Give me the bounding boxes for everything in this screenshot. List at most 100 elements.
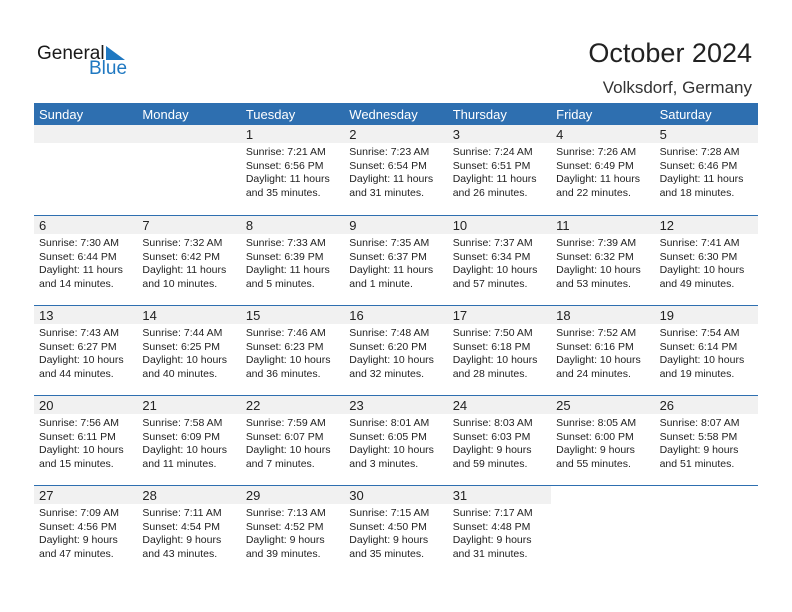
sunset-text: Sunset: 4:56 PM <box>39 520 117 533</box>
daylight1-text: Daylight: 10 hours <box>659 354 745 366</box>
day-cell: 4 Sunrise: 7:26 AM Sunset: 6:49 PM Daylight… <box>551 125 655 215</box>
day-cell: 18 Sunrise: 7:52 AM Sunset: 6:16 PM Dayligh… <box>551 306 655 395</box>
sunset-text: Sunset: 5:58 PM <box>659 430 738 443</box>
sunrise-text: Sunrise: 7:21 AM <box>245 146 326 158</box>
page-title: October 2024 <box>588 38 752 68</box>
daylight1-text: Daylight: 9 hours <box>659 444 739 456</box>
sunset-text: Sunset: 6:42 PM <box>142 250 221 263</box>
sunset-text: Sunset: 6:16 PM <box>556 340 634 353</box>
daylight2-text: and 5 minutes. <box>245 277 315 290</box>
sunrise-text: Sunrise: 7:35 AM <box>349 237 430 249</box>
daylight1-text: Daylight: 11 hours <box>349 173 434 185</box>
empty-cell <box>137 125 241 215</box>
day-cell: 31 Sunrise: 7:17 AM Sunset: 4:48 PM Dayligh… <box>447 486 552 575</box>
day-info: Sunrise: 7:48 AM Sunset: 6:20 PM Daylight:… <box>344 324 447 381</box>
sunset-text: Sunset: 6:18 PM <box>452 340 531 353</box>
day-cell: 22 Sunrise: 7:59 AM Sunset: 6:07 PM Dayligh… <box>240 396 345 485</box>
day-cell: 2 Sunrise: 7:23 AM Sunset: 6:54 PM Daylight… <box>344 125 448 215</box>
day-info: Sunrise: 7:56 AM Sunset: 6:11 PM Daylight:… <box>34 414 137 471</box>
sunrise-text: Sunrise: 7:54 AM <box>659 327 740 339</box>
daylight1-text: Daylight: 10 hours <box>142 444 228 456</box>
weekday-saturday: Saturday <box>659 107 712 122</box>
daylight2-text: and 53 minutes. <box>556 277 631 290</box>
day-info: Sunrise: 8:05 AM Sunset: 6:00 PM Daylight:… <box>551 414 654 471</box>
day-info: Sunrise: 7:37 AM Sunset: 6:34 PM Daylight:… <box>448 234 551 291</box>
daylight2-text: and 26 minutes. <box>452 186 528 199</box>
day-number: 18 <box>551 306 655 324</box>
day-info: Sunrise: 7:32 AM Sunset: 6:42 PM Daylight:… <box>137 234 240 291</box>
day-number: 25 <box>551 396 655 414</box>
sunrise-text: Sunrise: 7:52 AM <box>556 327 637 339</box>
week-row: 13 Sunrise: 7:43 AM Sunset: 6:27 PM Dayligh… <box>34 305 758 395</box>
day-cell: 20 Sunrise: 7:56 AM Sunset: 6:11 PM Dayligh… <box>34 396 138 485</box>
day-number: 28 <box>137 486 241 504</box>
sunset-text: Sunset: 6:34 PM <box>452 250 531 263</box>
sunrise-text: Sunrise: 7:58 AM <box>142 417 223 429</box>
daylight2-text: and 39 minutes. <box>245 547 321 560</box>
daylight1-text: Daylight: 11 hours <box>39 264 123 276</box>
day-number: 12 <box>654 216 758 234</box>
sunrise-text: Sunrise: 7:37 AM <box>452 237 533 249</box>
day-info: Sunrise: 7:24 AM Sunset: 6:51 PM Daylight:… <box>448 143 551 200</box>
sunset-text: Sunset: 4:50 PM <box>349 520 427 533</box>
daylight1-text: Daylight: 11 hours <box>659 173 744 185</box>
sunset-text: Sunset: 6:25 PM <box>142 340 221 353</box>
day-number: 9 <box>344 216 448 234</box>
day-cell: 30 Sunrise: 7:15 AM Sunset: 4:50 PM Dayligh… <box>344 486 448 575</box>
sunset-text: Sunset: 6:44 PM <box>39 250 117 263</box>
daylight1-text: Daylight: 9 hours <box>142 534 222 546</box>
daylight1-text: Daylight: 9 hours <box>245 534 325 546</box>
day-cell: 3 Sunrise: 7:24 AM Sunset: 6:51 PM Daylight… <box>447 125 552 215</box>
daylight2-text: and 22 minutes. <box>556 186 631 199</box>
daylight1-text: Daylight: 10 hours <box>556 264 641 276</box>
day-number: 29 <box>240 486 345 504</box>
day-number: 5 <box>654 125 758 143</box>
sunrise-text: Sunrise: 7:30 AM <box>39 237 119 249</box>
day-number: 20 <box>34 396 138 414</box>
daylight2-text: and 49 minutes. <box>659 277 735 290</box>
daylight1-text: Daylight: 11 hours <box>349 264 434 276</box>
sunrise-text: Sunrise: 7:23 AM <box>349 146 430 158</box>
day-cell: 16 Sunrise: 7:48 AM Sunset: 6:20 PM Dayligh… <box>344 306 448 395</box>
daylight2-text: and 35 minutes. <box>349 547 424 560</box>
day-info: Sunrise: 7:58 AM Sunset: 6:09 PM Daylight:… <box>137 414 240 471</box>
daylight2-text: and 3 minutes. <box>349 457 419 470</box>
daylight1-text: Daylight: 10 hours <box>452 354 538 366</box>
daylight2-text: and 57 minutes. <box>452 277 528 290</box>
daylight1-text: Daylight: 11 hours <box>142 264 227 276</box>
weekday-monday: Monday <box>142 107 189 122</box>
day-number: 7 <box>137 216 241 234</box>
sunset-text: Sunset: 6:49 PM <box>556 159 634 172</box>
location: Volksdorf, Germany <box>602 78 752 97</box>
daylight2-text: and 59 minutes. <box>452 457 528 470</box>
logo-blue: Blue <box>89 58 128 79</box>
day-number: 10 <box>447 216 552 234</box>
day-number: 17 <box>447 306 552 324</box>
weekday-wednesday: Wednesday <box>349 107 418 122</box>
daylight2-text: and 31 minutes. <box>349 186 424 199</box>
day-cell: 10 Sunrise: 7:37 AM Sunset: 6:34 PM Dayligh… <box>447 216 552 305</box>
daylight1-text: Daylight: 9 hours <box>452 444 532 456</box>
sunrise-text: Sunrise: 7:13 AM <box>245 507 326 519</box>
day-cell: 23 Sunrise: 8:01 AM Sunset: 6:05 PM Dayligh… <box>344 396 448 485</box>
day-cell: 17 Sunrise: 7:50 AM Sunset: 6:18 PM Dayligh… <box>447 306 552 395</box>
day-cell: 25 Sunrise: 8:05 AM Sunset: 6:00 PM Dayligh… <box>551 396 655 485</box>
sunset-text: Sunset: 4:48 PM <box>452 520 531 533</box>
daylight1-text: Daylight: 10 hours <box>39 354 124 366</box>
sunrise-text: Sunrise: 7:32 AM <box>142 237 223 249</box>
day-number: 4 <box>551 125 655 143</box>
daylight1-text: Daylight: 10 hours <box>452 264 538 276</box>
daylight1-text: Daylight: 10 hours <box>349 444 434 456</box>
sunset-text: Sunset: 6:14 PM <box>659 340 738 353</box>
week-row: 27 Sunrise: 7:09 AM Sunset: 4:56 PM Dayligh… <box>34 485 758 575</box>
sunset-text: Sunset: 4:52 PM <box>245 520 324 533</box>
day-number: 13 <box>34 306 138 324</box>
daylight2-text: and 35 minutes. <box>245 186 321 199</box>
day-cell: 14 Sunrise: 7:44 AM Sunset: 6:25 PM Dayligh… <box>137 306 241 395</box>
sunset-text: Sunset: 6:30 PM <box>659 250 738 263</box>
day-number: 31 <box>447 486 552 504</box>
day-number: 6 <box>34 216 138 234</box>
day-cell: 6 Sunrise: 7:30 AM Sunset: 6:44 PM Daylight… <box>34 216 138 305</box>
daylight2-text: and 55 minutes. <box>556 457 631 470</box>
day-info: Sunrise: 7:43 AM Sunset: 6:27 PM Daylight:… <box>34 324 137 381</box>
